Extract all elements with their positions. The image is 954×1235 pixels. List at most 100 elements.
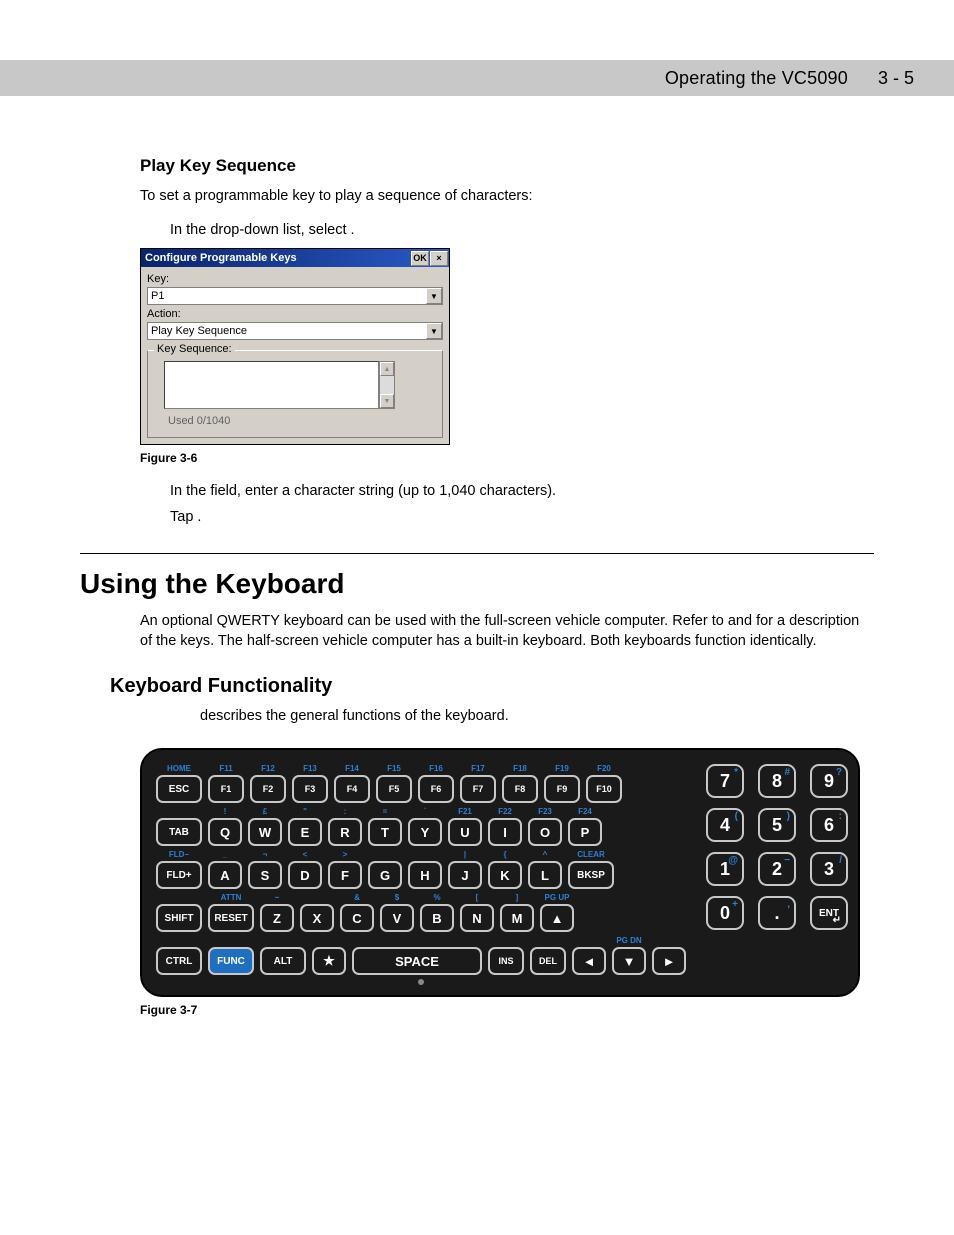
numkey-super: ? [836,767,842,778]
key-[interactable]: ★ [312,947,346,975]
key-u[interactable]: U [448,818,482,846]
key-ins[interactable]: INS [488,947,524,975]
numkey-label: 6 [824,815,834,836]
numkey-super: ) [787,811,790,822]
step-2: In the field, enter a character string (… [170,483,874,499]
key-fld[interactable]: FLD+ [156,861,202,889]
action-label: Action: [147,308,443,320]
keyboard-paragraph: An optional QWERTY keyboard can be used … [140,612,874,651]
numkey-super: : [839,811,842,822]
key-[interactable]: ► [652,947,686,975]
close-button[interactable]: × [430,251,448,266]
key-reset[interactable]: RESET [208,904,254,932]
key-k[interactable]: K [488,861,522,889]
key-tab[interactable]: TAB [156,818,202,846]
key-n[interactable]: N [460,904,494,932]
qwerty-keyboard: HOMEESCF11F1F12F2F13F3F14F4F15F5F16F6F17… [140,748,860,997]
scrollbar[interactable]: ▲ ▼ [379,361,395,409]
key-w[interactable]: W [248,818,282,846]
enter-icon: ↵ [833,915,841,926]
key-g[interactable]: G [368,861,402,889]
numkey-label: 9 [824,771,834,792]
key-f6[interactable]: F6 [418,775,454,803]
key-f8[interactable]: F8 [502,775,538,803]
key-s[interactable]: S [248,861,282,889]
key-e[interactable]: E [288,818,322,846]
key-a[interactable]: A [208,861,242,889]
key-func[interactable]: FUNC [208,947,254,975]
key-esc[interactable]: ESC [156,775,202,803]
key-z[interactable]: Z [260,904,294,932]
numkey-7[interactable]: 7* [706,764,744,798]
numkey-9[interactable]: 9? [810,764,848,798]
key-d[interactable]: D [288,861,322,889]
action-dropdown[interactable]: Play Key Sequence ▼ [147,322,443,340]
numkey-3[interactable]: 3/ [810,852,848,886]
key-p[interactable]: P [568,818,602,846]
key-space[interactable]: SPACE [352,947,482,975]
key-f7[interactable]: F7 [460,775,496,803]
page-header: Operating the VC5090 3 - 5 [0,60,954,96]
key-top-label: CLEAR [577,850,605,860]
key-[interactable]: ▼ [612,947,646,975]
keyboard-functionality-body: describes the general functions of the k… [200,708,874,724]
key-o[interactable]: O [528,818,562,846]
numkey-6[interactable]: 6: [810,808,848,842]
numkey-2[interactable]: 2− [758,852,796,886]
numkey-1[interactable]: 1@ [706,852,744,886]
key-sequence-field[interactable]: ▲ ▼ [164,361,436,409]
key-[interactable]: ▲ [540,904,574,932]
dialog-body: Key: P1 ▼ Action: Play Key Sequence ▼ Ke… [141,267,449,444]
header-title: Operating the VC5090 [665,68,848,89]
key-top-label: F20 [597,764,611,774]
key-bksp[interactable]: BKSP [568,861,614,889]
key-[interactable]: ◄ [572,947,606,975]
key-q[interactable]: Q [208,818,242,846]
key-v[interactable]: V [380,904,414,932]
key-b[interactable]: B [420,904,454,932]
scroll-up-icon[interactable]: ▲ [380,362,394,376]
key-dropdown[interactable]: P1 ▼ [147,287,443,305]
key-top-label: F19 [555,764,569,774]
key-y[interactable]: Y [408,818,442,846]
key-l[interactable]: L [528,861,562,889]
numkey-[interactable]: ., [758,896,796,930]
key-top-label: $ [395,893,399,903]
numkey-super: @ [728,855,738,866]
numkey-ent[interactable]: ENT↵ [810,896,848,930]
key-value: P1 [151,290,164,302]
key-i[interactable]: I [488,818,522,846]
key-r[interactable]: R [328,818,362,846]
key-f10[interactable]: F10 [586,775,622,803]
key-f2[interactable]: F2 [250,775,286,803]
key-shift[interactable]: SHIFT [156,904,202,932]
chevron-down-icon: ▼ [426,288,442,304]
key-top-label: F18 [513,764,527,774]
figure-3-7-caption: Figure 3-7 [140,1003,874,1017]
key-del[interactable]: DEL [530,947,566,975]
key-j[interactable]: J [448,861,482,889]
numkey-4[interactable]: 4( [706,808,744,842]
ok-button[interactable]: OK [411,251,429,266]
key-t[interactable]: T [368,818,402,846]
key-m[interactable]: M [500,904,534,932]
key-f3[interactable]: F3 [292,775,328,803]
numkey-5[interactable]: 5) [758,808,796,842]
key-f5[interactable]: F5 [376,775,412,803]
key-alt[interactable]: ALT [260,947,306,975]
numkey-8[interactable]: 8# [758,764,796,798]
textarea-box[interactable] [164,361,379,409]
numkey-0[interactable]: 0+ [706,896,744,930]
key-top-label: PG DN [616,936,641,946]
key-f[interactable]: F [328,861,362,889]
kb-para-b: and [728,613,756,629]
key-f9[interactable]: F9 [544,775,580,803]
scroll-down-icon[interactable]: ▼ [380,394,394,408]
key-f4[interactable]: F4 [334,775,370,803]
key-ctrl[interactable]: CTRL [156,947,202,975]
key-sequence-group: Key Sequence: ▲ ▼ Used 0/1040 [147,350,443,438]
key-x[interactable]: X [300,904,334,932]
key-c[interactable]: C [340,904,374,932]
key-h[interactable]: H [408,861,442,889]
key-f1[interactable]: F1 [208,775,244,803]
